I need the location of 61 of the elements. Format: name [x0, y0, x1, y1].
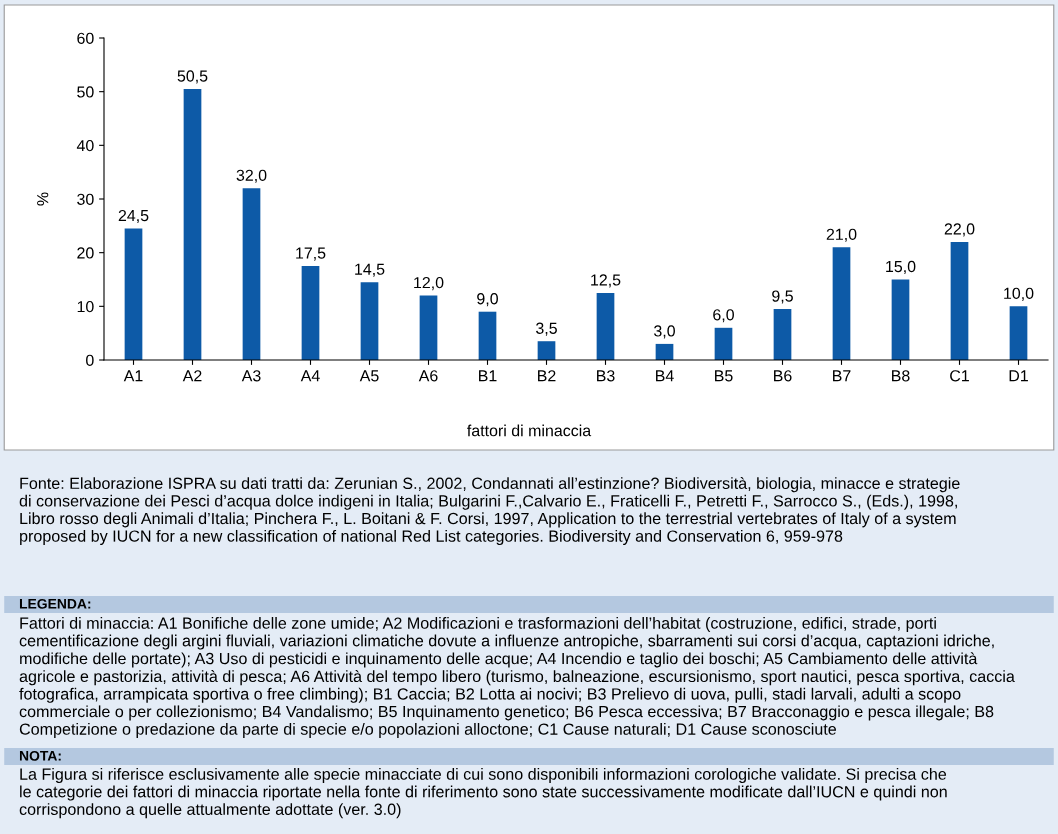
bar	[183, 88, 202, 360]
x-tick-label: B4	[656, 370, 674, 382]
y-tick-label: 60	[77, 32, 94, 44]
data-label: 50,5	[177, 70, 208, 84]
bar	[301, 266, 320, 360]
x-tick-label: A4	[300, 370, 320, 382]
y-tick-label: 50	[77, 86, 94, 98]
bar	[950, 241, 969, 360]
bar	[714, 327, 733, 360]
x-tick-label: B3	[597, 370, 615, 382]
data-label: 15,0	[886, 260, 916, 275]
x-tick-label: B1	[479, 370, 497, 382]
x-tick-label: B7	[833, 370, 851, 382]
x-tick-label: A3	[241, 370, 261, 382]
bar	[419, 295, 438, 360]
bar	[773, 309, 792, 360]
x-axis-title: fattori di minaccia	[467, 424, 592, 437]
data-label: 17,5	[296, 247, 326, 261]
text: NOTA:	[19, 750, 61, 761]
y-tick-label: 0	[86, 354, 94, 366]
data-label: 9,0	[477, 293, 498, 307]
data-label: 6,0	[713, 309, 734, 323]
y-tick-label: 20	[77, 247, 94, 259]
y-tick-label: 10	[77, 300, 94, 313]
text: LEGENDA:	[19, 598, 91, 609]
bar	[478, 311, 497, 360]
x-tick-label: B6	[774, 370, 792, 382]
data-label: 24,5	[118, 209, 149, 224]
x-tick-label: C1	[950, 370, 969, 382]
y-tick-label: 40	[76, 139, 94, 152]
data-label: 10,0	[1004, 287, 1034, 301]
data-label: 21,0	[826, 228, 857, 242]
data-label: 9,5	[772, 290, 793, 304]
x-tick-label: B8	[892, 370, 910, 382]
data-label: 3,0	[654, 325, 675, 339]
x-tick-label: A1	[123, 370, 143, 382]
bar	[242, 188, 261, 360]
data-label: 12,0	[414, 276, 444, 291]
y-tick-label: 30	[77, 193, 94, 205]
text: Fattori di minaccia: A1 Bonifiche delle zone umide; A2 Modificazioni e trasformazioni dell’habitat (costruzione, edifici, strade, porti cementificazione degli argini fluviali, variazioni climatiche dovute a influenze antropiche, sbarramenti sui corsi d’acqua, captazioni idriche, modifiche delle portate); A3 Uso di pesticidi e inquinamento delle acque; A4 Incendio e taglio dei boschi; A5 Cambiamento delle attività agricole e pastorizia, attività di pesca; A6 Attività del tempo libero (turismo, balneazione, escursionismo, sport nautici, pesca sportiva, caccia fotografica, arrampicata sportiva o free climbing); B1 Caccia; B2 Lotta ai nocivi; B3 Prelievo di uova, pulli, stadi larvali, adulti a scopo commerciale o per collezionismo; B4 Vandalismo; B5 Inquinamento genetico; B6 Pesca eccessiva; B7 Bracconaggio e pesca illegale; B8 Competizione o predazione da parte di specie e/o popolazioni alloctone; C1 Cause naturali; D1 Cause sconosciute	[19, 617, 1015, 738]
bar	[124, 228, 143, 360]
data-label: 12,5	[591, 274, 621, 288]
bar	[1009, 306, 1028, 360]
bar	[891, 279, 910, 360]
x-tick-label: A5	[359, 370, 379, 382]
data-label: 3,5	[536, 322, 557, 336]
y-axis-title: %	[37, 192, 49, 206]
bar	[537, 341, 556, 360]
bar	[596, 292, 615, 360]
source-note: Fonte: Elaborazione ISPRA su dati tratti da: Zerunian S., 2002, Condannati all’estinzione? Biodiversità, biologia, minacce e strategie di conservazione dei Pesci d’acqua dolce indigeni in Italia; Bulgarini F.,Calvario E., Fraticelli F., Petretti F., Sarrocco S., (Eds.), 1998, Libro rosso degli Animali d’Italia; Pinchera F., L. Boitani & F. Corsi, 1997, Application to the terrestrial vertebrates of Italy of a system proposed by IUCN for a new classification of national Red List categories. Biodiversity and Conservation 6, 959-978	[19, 477, 960, 545]
x-tick-label: A2	[182, 370, 202, 382]
data-label: 22,0	[944, 223, 975, 237]
x-tick-label: B2	[538, 370, 556, 382]
x-tick-label: A6	[418, 370, 438, 382]
x-tick-label: B5	[715, 370, 733, 382]
bar	[832, 247, 851, 360]
text: La Figura si riferisce esclusivamente alle specie minacciate di cui sono disponibili informazioni corologiche validate. Si precisa che le categorie dei fattori di minaccia riportate nella fonte di riferimento sono state successivamente modificate dall’IUCN e quindi non corrispondono a quelle attualmente adottate (ver. 3.0)	[19, 768, 947, 819]
bar	[360, 282, 379, 360]
data-label: 32,0	[236, 169, 267, 183]
data-label: 14,5	[355, 263, 385, 277]
x-tick-label: D1	[1009, 370, 1028, 382]
